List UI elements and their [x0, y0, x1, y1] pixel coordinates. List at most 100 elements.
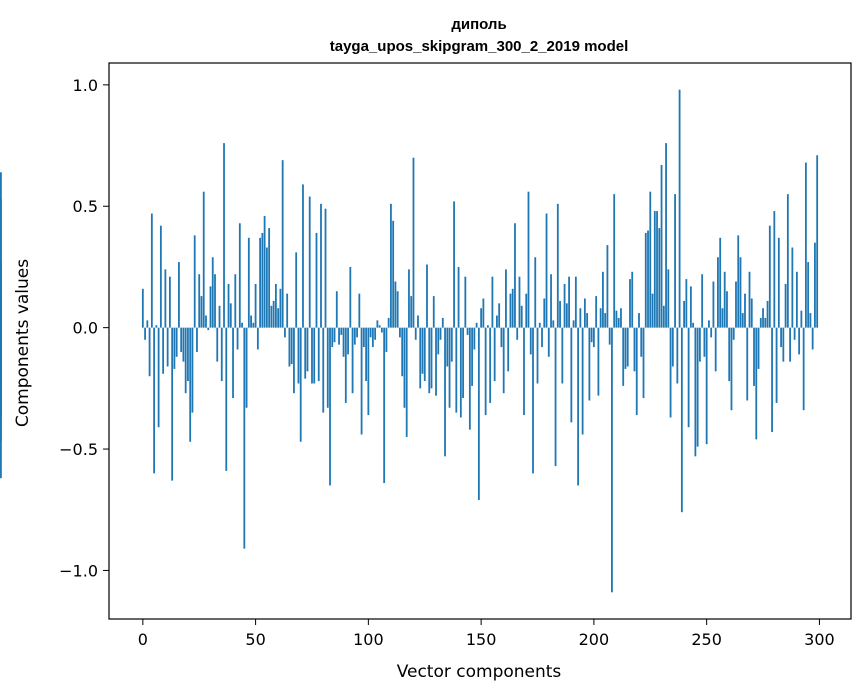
- bar-33: [216, 327, 219, 362]
- bar-95: [356, 327, 358, 338]
- bar-230: [660, 164, 663, 328]
- bar-228: [656, 211, 658, 328]
- bar-112: [394, 281, 397, 328]
- bar-271: [753, 327, 755, 386]
- bar-168: [520, 305, 523, 328]
- bar-undefined: [0, 303, 2, 328]
- bar-235: [671, 327, 674, 367]
- bar-299: [816, 155, 819, 328]
- bar-126: [426, 264, 428, 328]
- bar-192: [574, 276, 577, 328]
- bar-104: [376, 320, 379, 328]
- bar-116: [403, 327, 406, 408]
- bar-238: [678, 89, 681, 328]
- bar-102: [371, 327, 374, 348]
- bar-15: [175, 327, 178, 357]
- bar-5: [153, 327, 155, 474]
- bar-292: [800, 310, 803, 328]
- x-tick-label: 50: [245, 630, 265, 649]
- bar-4: [150, 213, 153, 328]
- x-tick-label: 0: [138, 630, 148, 649]
- bar-58: [272, 300, 275, 328]
- bar-241: [685, 279, 688, 328]
- bar-18: [182, 327, 185, 362]
- bar-220: [638, 313, 640, 328]
- bar-224: [647, 230, 649, 328]
- bar-150: [480, 308, 483, 328]
- bar-283: [780, 327, 782, 348]
- bar-255: [717, 257, 719, 328]
- bar-203: [599, 308, 602, 328]
- y-tick-label: −0.5: [59, 440, 98, 459]
- bar-166: [516, 327, 519, 340]
- bar-103: [374, 327, 377, 340]
- bar-135: [446, 327, 449, 367]
- bar-39: [229, 303, 232, 328]
- bar-165: [514, 223, 516, 328]
- bar-143: [464, 276, 467, 328]
- bar-94: [353, 327, 356, 345]
- bar-25: [198, 274, 201, 328]
- bar-282: [777, 237, 780, 328]
- bar-undefined: [0, 327, 2, 382]
- bar-169: [523, 327, 525, 416]
- bar-80: [322, 327, 325, 413]
- bar-144: [466, 327, 469, 335]
- bar-260: [728, 327, 731, 382]
- bar-291: [798, 327, 801, 355]
- bar-221: [640, 327, 643, 357]
- x-axis-ticks: 0 50 100 150 200 250 300: [138, 619, 835, 649]
- bar-57: [270, 305, 273, 328]
- bar-17: [180, 327, 183, 352]
- bar-186: [561, 327, 564, 384]
- bar-289: [793, 327, 796, 340]
- bar-74: [308, 196, 311, 328]
- bar-245: [694, 327, 697, 457]
- bar-34: [218, 305, 221, 328]
- y-axis-ticks: 1.0 0.5 0.0 −0.5 −1.0: [59, 76, 109, 580]
- bar-9: [162, 327, 165, 374]
- plot-frame: [108, 62, 852, 620]
- bar-180: [547, 327, 550, 357]
- bar-198: [588, 327, 591, 401]
- bar-189: [568, 276, 570, 328]
- bar-154: [489, 327, 492, 403]
- bar-23: [193, 235, 196, 328]
- bar-61: [279, 288, 282, 328]
- bar-137: [450, 327, 453, 362]
- bar-120: [412, 157, 415, 328]
- bar-97: [360, 327, 363, 435]
- bar-172: [529, 327, 532, 355]
- bar-152: [484, 327, 487, 416]
- bar-68: [295, 252, 298, 328]
- bar-217: [631, 271, 634, 328]
- bar-297: [811, 327, 814, 350]
- bar-83: [329, 327, 331, 486]
- bar-138: [453, 201, 455, 328]
- x-axis-label: Vector components: [397, 662, 562, 682]
- bar-208: [611, 327, 613, 593]
- bar-295: [807, 262, 810, 328]
- bar-31: [211, 257, 214, 328]
- bar-64: [286, 293, 289, 328]
- bar-84: [331, 327, 334, 348]
- bar-153: [486, 325, 489, 328]
- bar-53: [261, 232, 264, 328]
- bar-30: [209, 286, 212, 328]
- bar-190: [570, 327, 573, 423]
- x-tick-label: 300: [804, 630, 835, 649]
- bar-163: [509, 293, 512, 328]
- bar-205: [604, 313, 607, 328]
- bar-6: [155, 325, 158, 328]
- bar-185: [559, 300, 561, 328]
- bar-273: [757, 327, 760, 369]
- bar-275: [762, 308, 764, 328]
- bar-274: [759, 317, 762, 328]
- bar-113: [396, 291, 399, 328]
- bar-77: [315, 232, 318, 328]
- bar-277: [766, 300, 769, 328]
- bar-108: [385, 327, 388, 352]
- bar-214: [624, 327, 627, 369]
- bar-70: [299, 327, 302, 442]
